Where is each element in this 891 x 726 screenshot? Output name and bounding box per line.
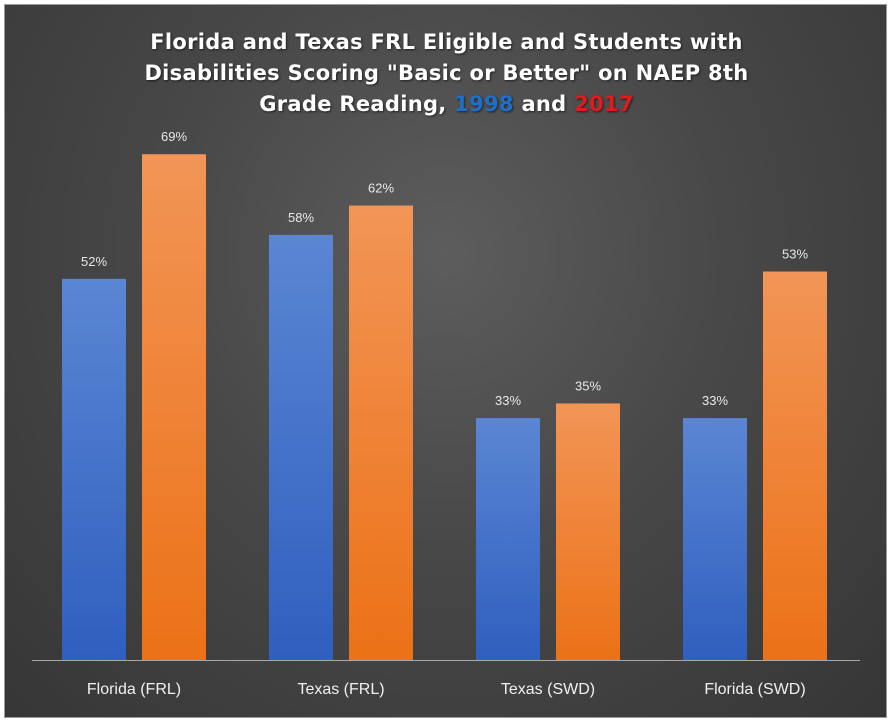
bar-0-series-1: [142, 154, 206, 661]
chart-title-year2: 2017: [574, 92, 634, 116]
category-label-3: Florida (SWD): [704, 681, 805, 698]
chart-title-line3-prefix: Grade Reading,: [259, 92, 455, 116]
data-label-2-series-1: 35%: [575, 378, 601, 393]
data-label-2-series-0: 33%: [495, 393, 521, 408]
data-label-3-series-1: 53%: [782, 247, 808, 262]
chart-title-year1: 1998: [454, 92, 514, 116]
category-label-1: Texas (FRL): [297, 681, 384, 698]
data-label-1-series-1: 62%: [368, 181, 394, 196]
category-label-0: Florida (FRL): [87, 681, 181, 698]
bar-chart-svg: 52% 69% Florida (FRL) 58% 62% Texas (FRL) 33% 3…: [32, 129, 860, 698]
chart-title-line1: Florida and Texas FRL Eligible and Stude…: [150, 30, 743, 54]
bar-3-series-1: [763, 271, 827, 660]
bar-2-series-0: [476, 418, 540, 660]
bar-3-series-0: [683, 418, 747, 660]
data-label-0-series-0: 52%: [81, 254, 107, 269]
category-label-2: Texas (SWD): [501, 681, 595, 698]
chart-area: Florida and Texas FRL Eligible and Stude…: [4, 4, 887, 718]
data-label-0-series-1: 69%: [161, 129, 187, 144]
bar-1-series-0: [269, 234, 333, 661]
chart-title: Florida and Texas FRL Eligible and Stude…: [45, 27, 848, 120]
chart-title-line2: Disabilities Scoring "Basic or Better" o…: [144, 61, 749, 85]
chart-title-connector: and: [513, 92, 575, 116]
bar-1-series-1: [349, 205, 413, 661]
bar-0-series-0: [62, 278, 126, 660]
data-label-3-series-0: 33%: [702, 393, 728, 408]
bar-2-series-1: [556, 403, 620, 660]
data-label-1-series-0: 58%: [288, 210, 314, 225]
